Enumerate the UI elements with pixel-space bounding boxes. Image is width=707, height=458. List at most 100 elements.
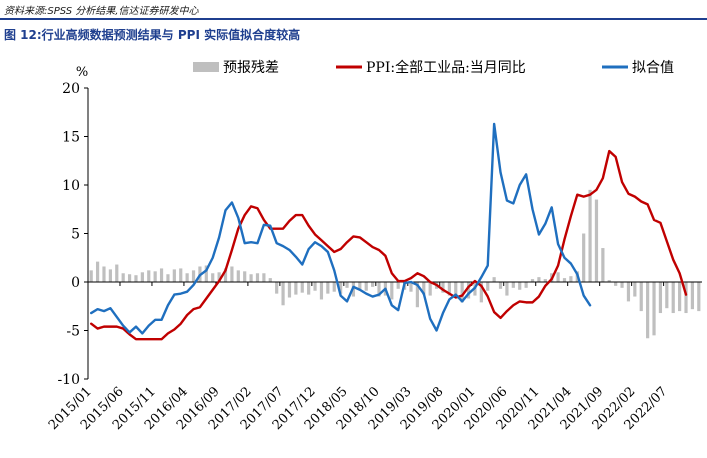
residual-bar [217,272,221,282]
residual-bar [447,282,451,296]
residual-bar [582,233,586,282]
residual-bar [562,278,567,282]
legend: 预报残差 PPI:全部工业品:当月同比 拟合值 [193,59,674,76]
residual-bar [492,277,496,282]
residual-bar [505,282,509,296]
residual-bar [601,248,605,282]
residual-bar [319,282,324,300]
residual-bar [588,189,592,282]
residual-bar [646,282,650,339]
residual-bar [569,276,573,282]
residual-bar [665,282,669,309]
residual-bar [191,270,196,282]
y-tick-label: 0 [71,275,80,291]
residual-bar [339,282,343,294]
line-series [89,122,688,341]
residual-bar [243,271,247,282]
residual-bar [332,282,336,292]
residual-bar [300,282,304,293]
y-tick-label: -10 [57,372,80,388]
residual-bar [530,279,535,282]
residual-bar [364,282,368,291]
residual-bar [422,282,426,295]
y-tick-label: -5 [66,324,80,340]
residual-bar [697,282,701,312]
residual-bar [345,282,349,288]
residual-bar [255,273,260,282]
legend-label: 拟合值 [632,60,674,76]
residual-bar [121,273,125,282]
residual-bar [678,282,682,312]
residual-bar [511,282,515,288]
legend-item-residual: 预报残差 [193,60,279,76]
residual-bar [466,282,471,299]
residual-bar [172,269,176,282]
residual-bar [543,279,547,282]
residual-bar [498,282,503,289]
figure-title-bar: 图 12:行业高频数据预测结果与 PPI 实际值拟合度较高 [0,18,707,44]
residual-bar [556,272,560,282]
residual-bar [633,282,637,297]
residual-bar [249,274,253,282]
residual-bar [89,270,93,282]
residual-bar [594,199,599,282]
residual-bar [108,269,112,282]
residual-bar [671,282,675,314]
residual-bar [690,282,695,310]
legend-label: PPI:全部工业品:当月同比 [366,59,526,76]
legend-item-ppi: PPI:全部工业品:当月同比 [336,59,526,76]
residual-bar [396,282,400,289]
residual-bar [134,275,138,282]
residual-bar [230,266,234,282]
bar-series [89,189,701,339]
residual-bar [153,271,157,282]
y-tick-label: 5 [71,227,80,243]
residual-bar [223,268,228,282]
residual-bar [409,282,413,292]
residual-bar [639,282,643,312]
residual-bar [524,282,528,288]
legend-item-fitted: 拟合值 [602,60,674,76]
residual-bar [518,282,522,290]
y-tick-label: 20 [62,81,80,97]
residual-bar [268,278,272,282]
legend-swatch [193,62,219,72]
y-tick-label: 15 [62,130,80,146]
residual-bar [684,282,688,314]
residual-bar [147,270,151,282]
residual-bar [358,282,362,290]
y-tick-label: 10 [62,178,80,194]
residual-bar [166,274,170,282]
residual-bar [115,264,119,282]
residual-bar [307,282,311,295]
residual-bar [159,268,164,282]
residual-bar [102,266,106,282]
residual-bar [377,282,381,297]
residual-bar [211,273,215,282]
residual-bar [371,282,375,287]
residual-bar [275,282,279,294]
residual-bar [486,282,490,291]
residual-bar [652,282,656,336]
residual-bar [614,282,618,286]
source-note: 资料来源:SPSS 分析结果,信达证券研发中心 [4,6,199,17]
residual-bar [313,282,317,291]
residual-bar [415,282,419,308]
figure-title: 图 12:行业高频数据预测结果与 PPI 实际值拟合度较高 [4,28,301,42]
residual-bar [204,265,208,282]
residual-bar [620,282,624,288]
residual-bar [537,277,541,282]
residual-bar [294,282,298,295]
residual-bar [287,282,292,298]
residual-bar [658,282,663,314]
residual-bar [460,282,464,303]
ppi-line [89,149,688,341]
fitted-line [89,122,592,335]
residual-bar [140,272,144,282]
residual-bar [454,282,458,297]
residual-bar [479,282,483,303]
residual-bar [95,261,100,282]
residual-bar [236,270,240,282]
residual-bar [185,273,189,282]
